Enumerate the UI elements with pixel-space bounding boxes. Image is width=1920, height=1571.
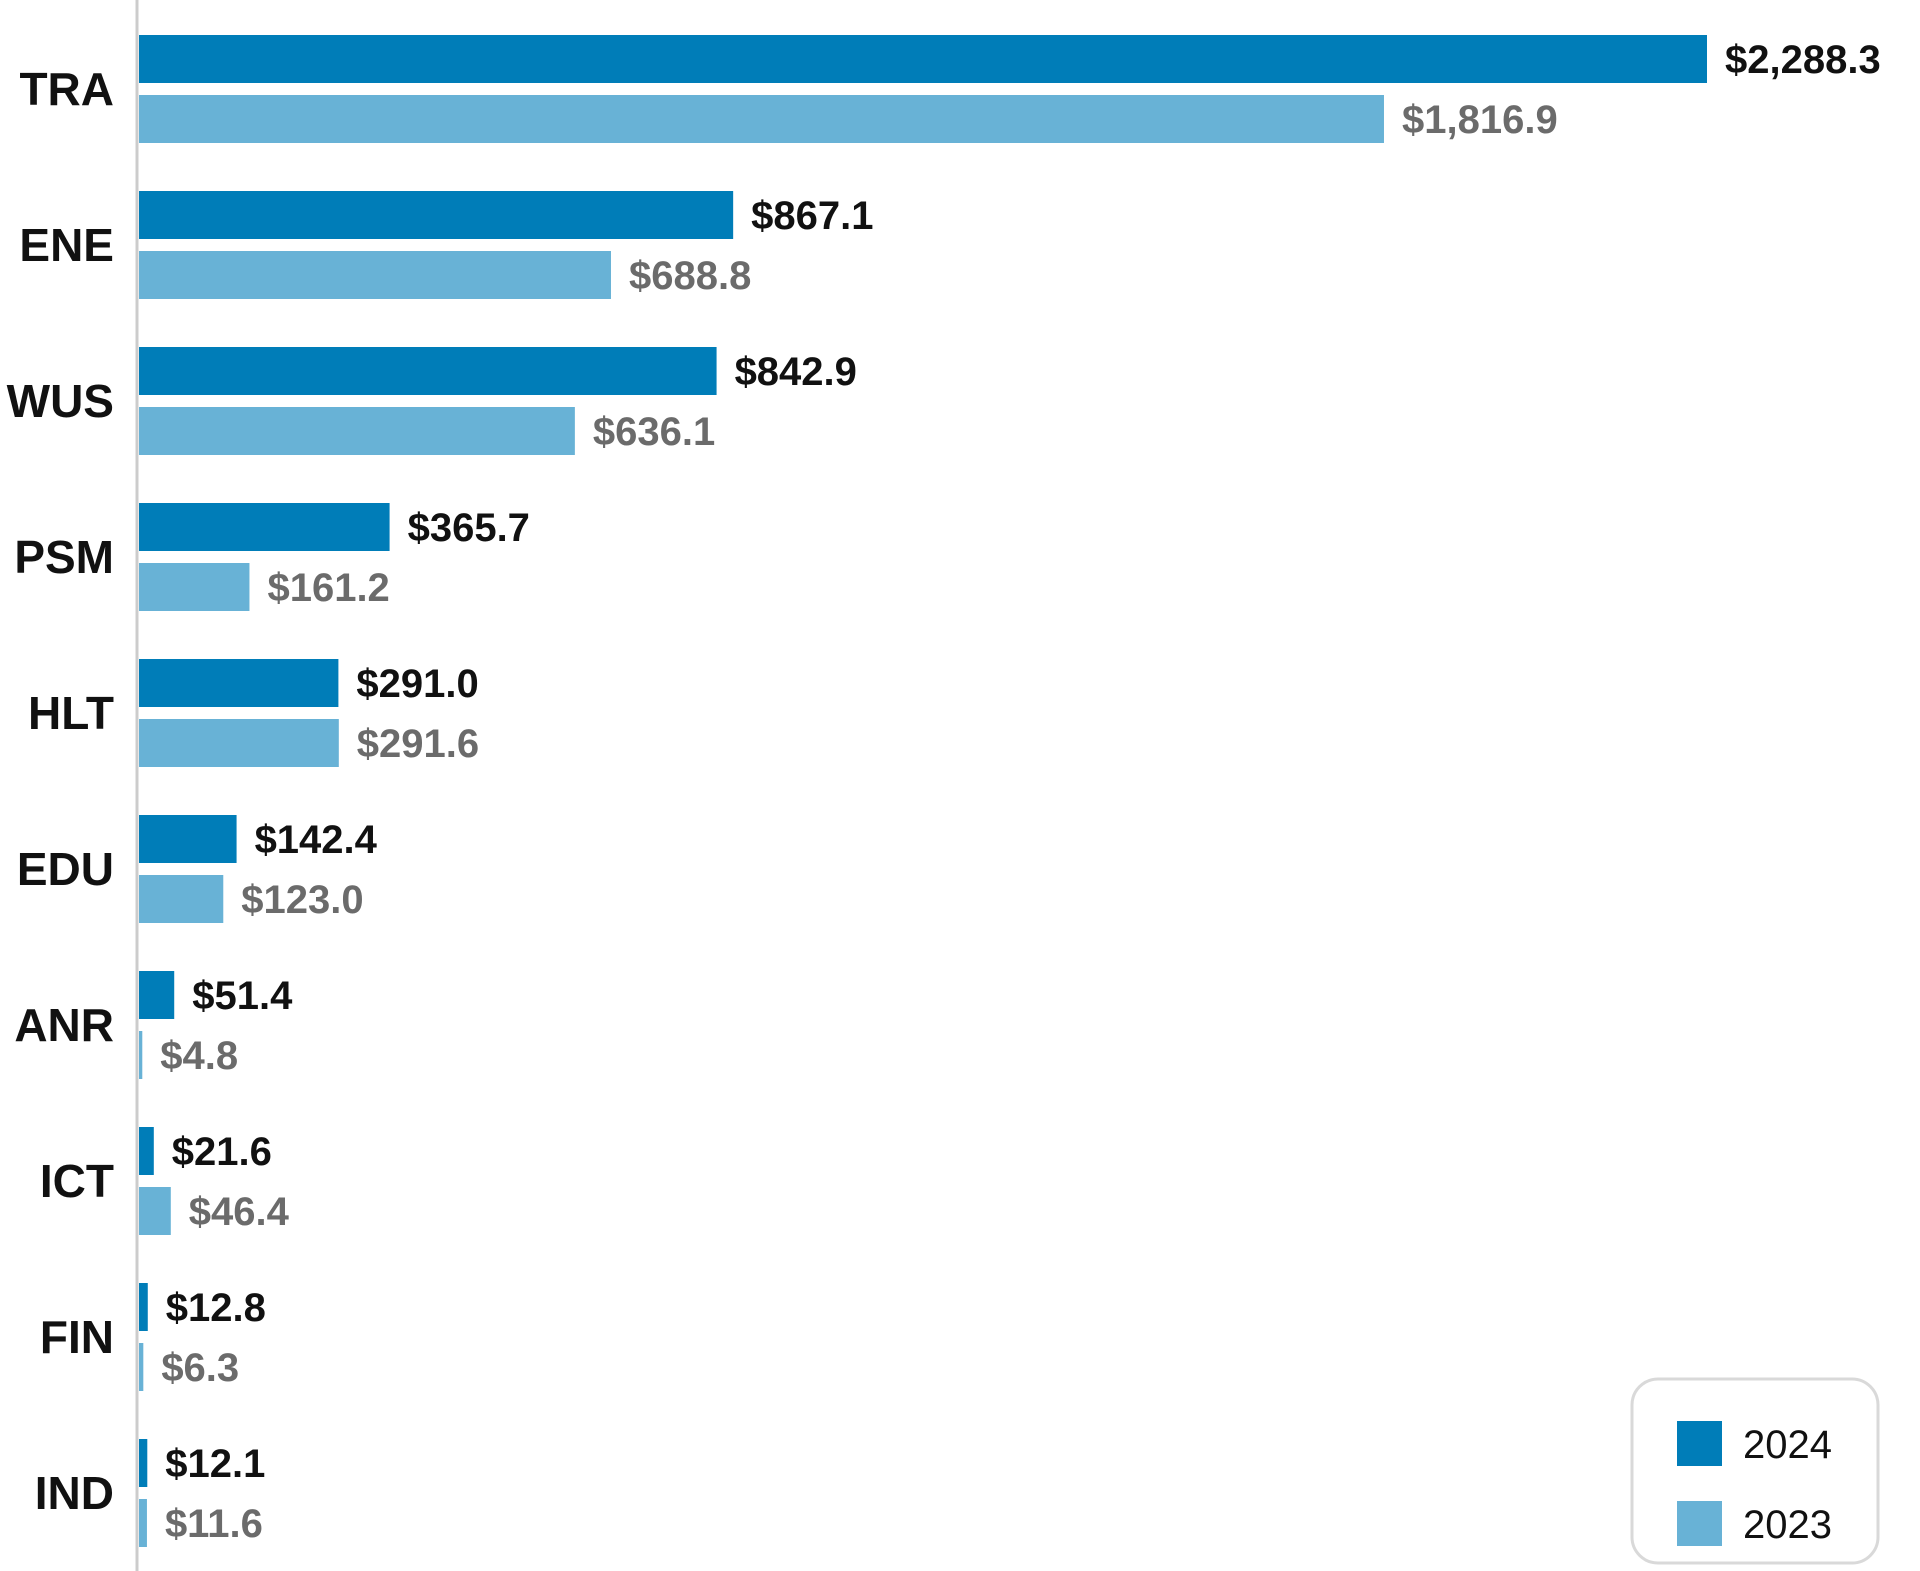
bar-ene-2023 xyxy=(139,251,611,299)
category-label-fin: FIN xyxy=(40,1311,114,1363)
value-label-wus-2024: $842.9 xyxy=(735,350,857,394)
value-label-ict-2024: $21.6 xyxy=(172,1130,272,1174)
value-label-ene-2024: $867.1 xyxy=(751,194,873,238)
category-label-ict: ICT xyxy=(40,1155,114,1207)
category-label-psm: PSM xyxy=(14,531,114,583)
bar-hlt-2024 xyxy=(139,659,339,707)
bar-psm-2023 xyxy=(139,563,250,611)
value-label-ind-2024: $12.1 xyxy=(165,1442,265,1486)
bar-wus-2024 xyxy=(139,347,717,395)
value-label-tra-2024: $2,288.3 xyxy=(1725,38,1881,82)
category-label-hlt: HLT xyxy=(28,687,114,739)
category-label-edu: EDU xyxy=(17,843,114,895)
category-label-ind: IND xyxy=(35,1467,114,1519)
plot-area: TRA $2,288.3 $1,816.9 ENE $867.1$688.8 WUS $84… xyxy=(7,0,1881,1571)
value-label-anr-2024: $51.4 xyxy=(192,974,293,1018)
legend-swatch-2023 xyxy=(1677,1501,1722,1546)
legend-label-2023: 2023 xyxy=(1743,1503,1832,1547)
value-label-hlt-2024: $291.0 xyxy=(356,662,478,706)
value-label-edu-2024: $142.4 xyxy=(255,818,378,862)
value-label-hlt-2023: $291.6 xyxy=(357,722,479,766)
value-label-psm-2024: $365.7 xyxy=(408,506,530,550)
value-label-anr-2023: $4.8 xyxy=(160,1034,238,1078)
value-label-psm-2023: $161.2 xyxy=(267,566,389,610)
value-label-fin-2023: $6.3 xyxy=(161,1346,239,1390)
bar-tra-2024 xyxy=(139,35,1707,83)
bar-fin-2023 xyxy=(139,1343,144,1391)
legend: 2024 2023 xyxy=(1630,1377,1880,1565)
bar-tra-2023 xyxy=(139,95,1384,143)
bar-ind-2023 xyxy=(139,1499,147,1547)
bar-fin-2024 xyxy=(139,1283,148,1331)
bar-psm-2024 xyxy=(139,503,390,551)
bar-ind-2024 xyxy=(139,1439,148,1487)
bar-edu-2024 xyxy=(139,815,237,863)
bar-ict-2024 xyxy=(139,1127,154,1175)
category-label-wus: WUS xyxy=(7,375,114,427)
value-label-fin-2024: $12.8 xyxy=(166,1286,266,1330)
value-label-ene-2023: $688.8 xyxy=(629,254,751,298)
value-label-ind-2023: $11.6 xyxy=(165,1502,263,1546)
bar-ict-2023 xyxy=(139,1187,171,1235)
legend-swatch-2024 xyxy=(1677,1421,1722,1466)
category-label-tra: TRA xyxy=(19,63,114,115)
bar-anr-2023 xyxy=(139,1031,143,1079)
value-label-ict-2023: $46.4 xyxy=(189,1190,290,1234)
bar-wus-2023 xyxy=(139,407,575,455)
bar-hlt-2023 xyxy=(139,719,339,767)
value-label-edu-2023: $123.0 xyxy=(241,878,363,922)
category-label-anr: ANR xyxy=(14,999,114,1051)
category-label-ene: ENE xyxy=(19,219,114,271)
bar-edu-2023 xyxy=(139,875,224,923)
bar-anr-2024 xyxy=(139,971,175,1019)
legend-label-2024: 2024 xyxy=(1743,1423,1832,1467)
value-label-tra-2023: $1,816.9 xyxy=(1402,98,1558,142)
bar-ene-2024 xyxy=(139,191,734,239)
value-label-wus-2023: $636.1 xyxy=(593,410,715,454)
